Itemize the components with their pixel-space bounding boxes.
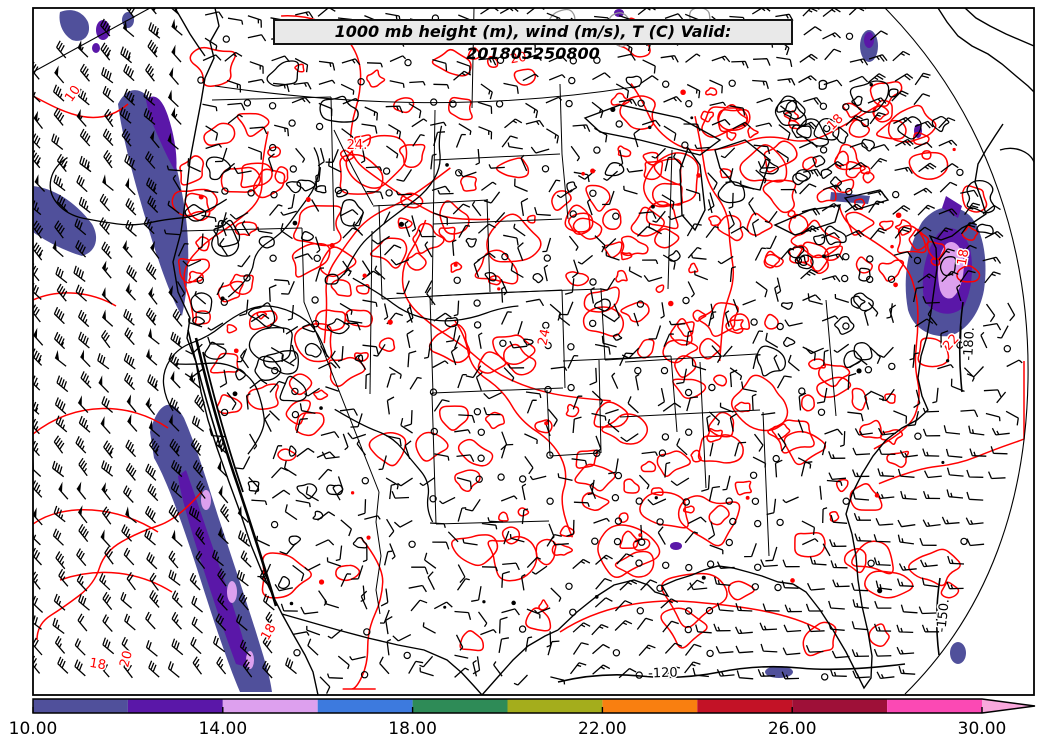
map-layers xyxy=(33,8,1034,695)
contour-label: 18 xyxy=(955,248,973,267)
contour-label: 20 xyxy=(509,50,528,68)
map-frame xyxy=(32,7,1035,696)
colorbar-tick-label: 30.00 xyxy=(957,719,1007,739)
colorbar-segment xyxy=(222,699,318,713)
colorbar-tick-label: 18.00 xyxy=(388,719,437,739)
contour-label: 24 xyxy=(536,328,554,347)
colorbar-segment xyxy=(127,699,223,713)
colorbar xyxy=(32,698,1036,714)
colorbar-tick-label: 14.00 xyxy=(198,719,248,739)
colorbar-segment xyxy=(887,699,982,713)
colorbar-segment xyxy=(792,699,888,713)
contour-label: 18 xyxy=(258,621,279,643)
coastlines-and-borders xyxy=(33,8,1034,695)
colorbar-tick-label: 10.00 xyxy=(8,719,58,739)
contour-label: -120 xyxy=(648,665,678,681)
contour-label: 24. xyxy=(347,138,368,153)
contour-label: -180. xyxy=(961,327,978,361)
cold-fill-regions xyxy=(33,9,986,692)
station-dots xyxy=(198,29,956,609)
colorbar-segment xyxy=(507,699,603,713)
colorbar-segment xyxy=(412,699,508,713)
colorbar-segment xyxy=(697,699,793,713)
wind-barbs xyxy=(33,8,1023,694)
height-contours xyxy=(49,8,996,683)
colorbar-overflow-arrow xyxy=(982,699,1035,713)
plot-title: 1000 mb height (m), wind (m/s), T (C) Va… xyxy=(273,19,793,63)
contour-label: 18 xyxy=(88,656,107,674)
colorbar-segment xyxy=(602,699,698,713)
colorbar-segment xyxy=(317,699,413,713)
colorbar-segment xyxy=(33,699,128,713)
colorbar-tick-label: 22.00 xyxy=(578,719,627,739)
contour-label: 20 xyxy=(117,649,136,669)
contour-label: 10 xyxy=(62,83,84,105)
colorbar-tick-label: 26.00 xyxy=(767,719,817,739)
contour-label: -150. xyxy=(934,598,952,633)
